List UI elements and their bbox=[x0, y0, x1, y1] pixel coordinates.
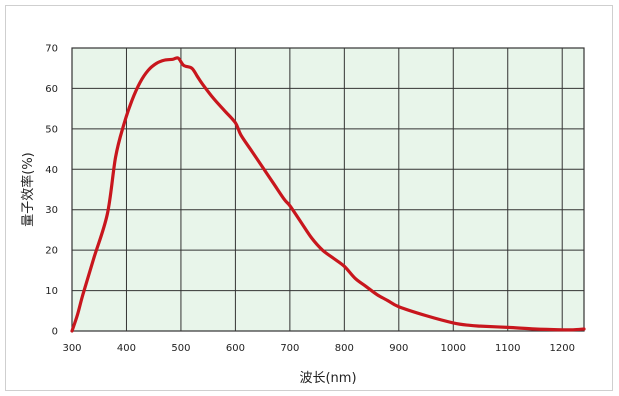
y-axis-label: 量子效率(%) bbox=[20, 152, 36, 227]
x-tick-label: 900 bbox=[389, 343, 408, 354]
x-tick-label: 1200 bbox=[549, 343, 574, 354]
y-tick-label: 60 bbox=[45, 84, 58, 95]
x-tick-label: 600 bbox=[226, 343, 245, 354]
y-tick-label: 20 bbox=[45, 246, 58, 257]
x-tick-label: 1100 bbox=[495, 343, 520, 354]
x-tick-label: 700 bbox=[280, 343, 299, 354]
plot-border bbox=[71, 47, 585, 332]
y-tick-labels: 0 10 20 30 40 50 60 70 bbox=[45, 44, 58, 338]
x-tick-label: 300 bbox=[62, 343, 81, 354]
x-tick-label: 500 bbox=[171, 343, 190, 354]
x-tick-label: 800 bbox=[335, 343, 354, 354]
x-tick-label: 400 bbox=[117, 343, 136, 354]
y-tick-label: 50 bbox=[45, 124, 58, 135]
y-tick-label: 10 bbox=[45, 286, 58, 297]
y-tick-label: 70 bbox=[45, 44, 58, 55]
y-tick-label: 30 bbox=[45, 205, 58, 216]
plot-area bbox=[72, 48, 584, 331]
qe-curve bbox=[70, 56, 586, 333]
x-axis-label: 波长(nm) bbox=[299, 371, 356, 386]
y-tick-label: 40 bbox=[45, 165, 58, 176]
x-tick-labels: 300 400 500 600 700 800 900 1000 1100 1200 bbox=[62, 343, 574, 354]
y-tick-label: 0 bbox=[52, 327, 58, 338]
x-tick-label: 1000 bbox=[441, 343, 466, 354]
grid-lines bbox=[71, 47, 585, 332]
